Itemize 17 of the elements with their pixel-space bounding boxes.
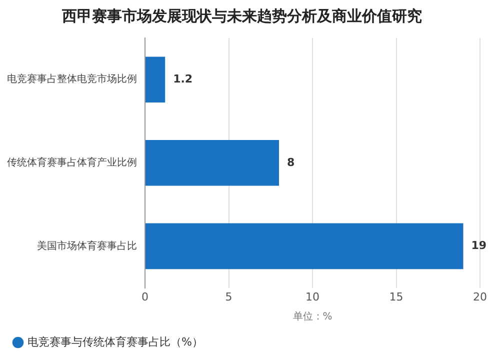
bar	[146, 140, 279, 186]
data-label: 1.2	[173, 72, 193, 86]
x-tick-label: 0	[142, 290, 148, 304]
y-tick-label: 美国市场体育赛事占比	[37, 240, 137, 252]
bar	[146, 223, 464, 270]
x-tick-label: 5	[225, 290, 232, 304]
chart-title: 西甲赛事市场发展现状与未来趋势分析及商业价值研究	[61, 6, 422, 25]
data-label: 8	[287, 156, 295, 169]
y-tick-label: 电竞赛事占整体电竞市场比例	[7, 73, 137, 86]
y-tick-label: 传统体育赛事占体育产业比例	[7, 156, 137, 168]
x-tick-label: 15	[389, 290, 404, 304]
bar	[146, 56, 166, 103]
data-label: 19	[471, 239, 487, 252]
x-axis-title: 单位：%	[292, 310, 332, 323]
x-tick-label: 10	[306, 290, 320, 304]
legend-label: 电竞赛事与传统体育赛事占比（%）	[28, 335, 203, 348]
x-tick-label: 20	[473, 290, 487, 304]
